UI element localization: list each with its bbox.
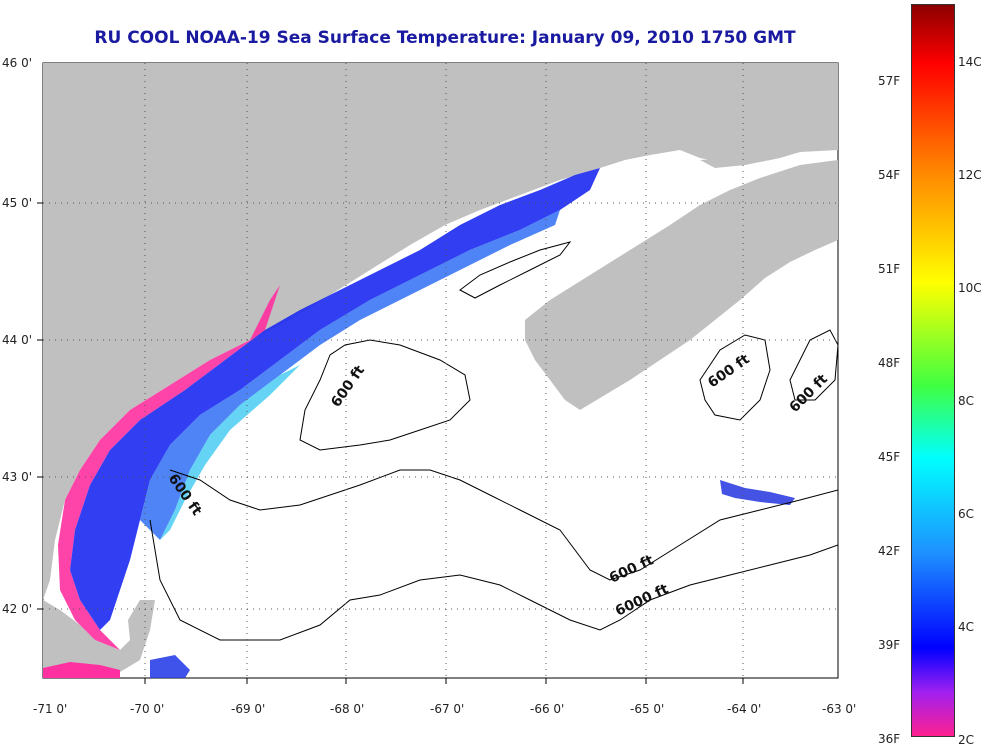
colorbar-c-6: 6C bbox=[958, 507, 975, 521]
depth-contours bbox=[149, 241, 838, 641]
colorbar-c-14: 14C bbox=[958, 55, 982, 69]
lon-label-67: -67 0' bbox=[430, 702, 465, 716]
lon-label-65: -65 0' bbox=[630, 702, 665, 716]
colorbar-f-42: 42F bbox=[878, 544, 901, 558]
colorbar-c-12: 12C bbox=[958, 168, 982, 182]
lon-label-68: -68 0' bbox=[330, 702, 365, 716]
colorbar-f-54: 54F bbox=[878, 168, 901, 182]
lon-label-69: -69 0' bbox=[231, 702, 266, 716]
colorbar-f-36: 36F bbox=[878, 732, 901, 746]
colorbar-c-10: 10C bbox=[958, 281, 982, 295]
lat-label-43: 43 0' bbox=[2, 470, 33, 484]
sst-southwest-pink bbox=[43, 662, 120, 678]
island-land bbox=[700, 148, 800, 168]
colorbar-f-57: 57F bbox=[878, 74, 901, 88]
lat-label-46: 46 0' bbox=[2, 56, 33, 70]
lat-label-44: 44 0' bbox=[2, 333, 33, 347]
colorbar-c-8: 8C bbox=[958, 394, 975, 408]
colorbar-f-39: 39F bbox=[878, 638, 901, 652]
colorbar-c-4: 4C bbox=[958, 620, 975, 634]
graticule bbox=[43, 63, 838, 678]
chart-title: RU COOL NOAA-19 Sea Surface Temperature:… bbox=[94, 28, 796, 48]
cape-cod-land bbox=[43, 600, 155, 678]
lon-label-66: -66 0' bbox=[530, 702, 565, 716]
lat-label-45: 45 0' bbox=[2, 196, 33, 210]
temperature-colorbar bbox=[911, 4, 955, 737]
lon-label-71: -71 0' bbox=[33, 702, 68, 716]
colorbar-f-51: 51F bbox=[878, 262, 901, 276]
sst-coastal-warm bbox=[58, 285, 280, 650]
colorbar-f-48: 48F bbox=[878, 356, 901, 370]
nova-scotia-land bbox=[525, 160, 838, 410]
axis-ticks bbox=[37, 202, 744, 684]
sst-blue-region bbox=[70, 168, 600, 630]
mainland-land bbox=[43, 63, 838, 600]
colorbar-f-45: 45F bbox=[878, 450, 901, 464]
lon-label-70: -70 0' bbox=[130, 702, 165, 716]
lon-label-63: -63 0' bbox=[822, 702, 857, 716]
colorbar-c-2: 2C bbox=[958, 733, 975, 747]
lat-label-42: 42 0' bbox=[2, 602, 33, 616]
sst-south-blue bbox=[150, 655, 190, 678]
sst-offshore-patch bbox=[720, 480, 795, 505]
lon-label-64: -64 0' bbox=[727, 702, 762, 716]
